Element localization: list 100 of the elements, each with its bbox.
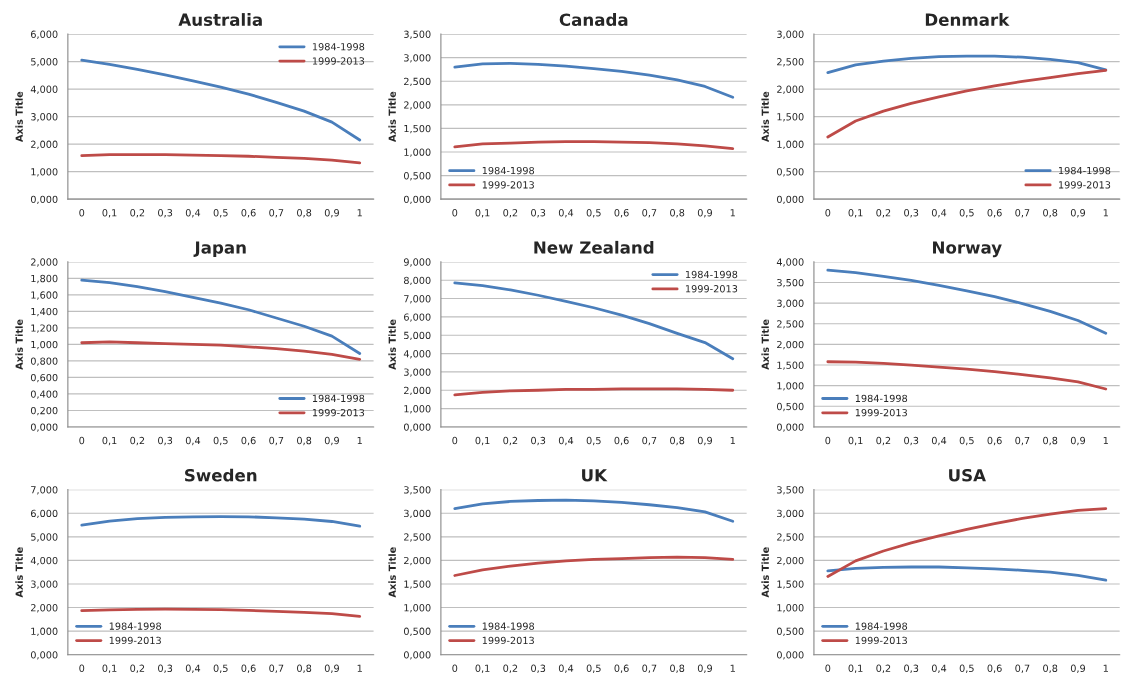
y-tick-label: 2,500 xyxy=(404,77,431,87)
y-axis-title: Axis Title xyxy=(761,547,769,598)
y-tick-label: 1,500 xyxy=(404,580,431,589)
x-tick-label: 1 xyxy=(1103,664,1108,672)
x-tick-label: 0,6 xyxy=(987,436,1002,446)
legend-label: 1999-2013 xyxy=(855,408,907,417)
x-tick-label: 0,5 xyxy=(213,664,228,673)
y-tick-label: 0,200 xyxy=(30,406,58,416)
y-axis-title: Axis Title xyxy=(388,547,396,598)
x-tick-label: 0,7 xyxy=(1015,209,1030,218)
y-tick-label: 3,000 xyxy=(404,368,431,377)
y-tick-label: 0,500 xyxy=(777,627,804,636)
y-tick-label: 3,000 xyxy=(777,509,804,519)
x-tick-label: 0,9 xyxy=(324,209,339,218)
y-tick-label: 3,500 xyxy=(777,278,804,288)
y-tick-label: 1,000 xyxy=(31,627,58,636)
y-tick-label: 3,000 xyxy=(404,509,431,519)
legend-label: 1984-1998 xyxy=(482,622,535,630)
x-tick-label: 0,2 xyxy=(876,436,891,446)
legend-label: 1999-2013 xyxy=(482,636,534,645)
x-tick-label: 0,5 xyxy=(959,664,974,673)
x-tick-label: 0,4 xyxy=(558,209,574,218)
legend-label: 1999-2013 xyxy=(1059,181,1111,189)
y-tick-label: 4,000 xyxy=(776,258,804,267)
y-tick-label: 3,000 xyxy=(404,54,431,63)
y-tick-label: 5,000 xyxy=(31,58,58,67)
x-tick-label: 0,1 xyxy=(102,664,117,673)
y-axis-title: Axis Title xyxy=(15,91,23,142)
line-series xyxy=(826,360,1108,391)
x-tick-label: 1 xyxy=(730,436,735,445)
y-tick-label: 1,000 xyxy=(777,604,804,613)
x-tick-label: 0,7 xyxy=(269,436,284,446)
y-tick-label: 2,500 xyxy=(777,320,804,329)
x-tick-label: 0 xyxy=(79,209,85,217)
x-tick-label: 0,4 xyxy=(931,436,947,446)
y-tick-label: 0,500 xyxy=(777,168,804,177)
y-tick-label: 3,000 xyxy=(31,580,58,589)
line-series xyxy=(453,555,735,577)
x-tick-label: 0,3 xyxy=(904,436,919,446)
x-tick-label: 0,8 xyxy=(297,209,312,218)
x-tick-label: 0,9 xyxy=(1070,436,1086,446)
x-tick-label: 0,4 xyxy=(558,436,574,446)
y-tick-label: 0,000 xyxy=(777,195,804,204)
x-tick-label: 0,5 xyxy=(213,209,228,218)
legend-label: 1999-2013 xyxy=(312,408,365,417)
x-tick-label: 0,6 xyxy=(241,664,256,673)
y-tick-label: 5,000 xyxy=(404,331,431,341)
x-tick-label: 0,9 xyxy=(324,436,339,446)
y-tick-label: 7,000 xyxy=(31,486,58,495)
x-tick-label: 0,2 xyxy=(503,664,518,673)
x-tick-label: 1 xyxy=(357,436,362,445)
x-tick-label: 0,8 xyxy=(670,209,685,218)
x-tick-label: 0,7 xyxy=(1015,664,1030,673)
y-tick-label: 2,000 xyxy=(777,556,804,566)
x-tick-label: 0 xyxy=(452,664,458,672)
y-axis-title: Axis Title xyxy=(388,91,396,142)
y-tick-label: 0,500 xyxy=(777,402,804,412)
y-tick-label: 0,000 xyxy=(403,195,431,204)
y-tick-label: 1,000 xyxy=(404,604,431,613)
chart-title: UK xyxy=(582,469,608,482)
y-axis-title: Axis Title xyxy=(761,91,769,142)
x-tick-label: 0,8 xyxy=(670,436,685,446)
x-tick-label: 0,2 xyxy=(876,664,891,673)
x-tick-label: 0,9 xyxy=(1070,664,1086,673)
y-tick-label: 2,000 xyxy=(404,386,431,396)
x-tick-label: 0,6 xyxy=(987,209,1002,218)
y-tick-label: 4,000 xyxy=(30,556,58,566)
y-tick-label: 0,600 xyxy=(30,373,58,383)
x-tick-label: 0,2 xyxy=(130,436,145,446)
y-tick-label: 1,000 xyxy=(777,140,804,149)
legend-label: 1984-1998 xyxy=(685,270,738,279)
y-tick-label: 2,500 xyxy=(777,58,804,67)
y-tick-label: 1,000 xyxy=(404,405,431,414)
y-tick-label: 1,000 xyxy=(777,382,804,391)
x-tick-label: 0 xyxy=(825,664,831,672)
legend-label: 1984-1998 xyxy=(855,394,908,403)
y-axis-title: Axis Title xyxy=(388,319,396,370)
y-tick-label: 1,500 xyxy=(404,124,431,134)
x-tick-label: 1 xyxy=(1103,436,1108,445)
x-tick-label: 1 xyxy=(357,664,362,672)
y-tick-label: 1,800 xyxy=(31,274,58,284)
y-tick-label: 0,500 xyxy=(403,627,431,636)
legend-label: 1984-1998 xyxy=(482,166,535,175)
y-axis-title: Axis Title xyxy=(15,319,23,370)
chart-title: Norway xyxy=(933,241,1002,258)
legend-label: 1984-1998 xyxy=(109,622,162,630)
y-tick-label: 1,000 xyxy=(404,148,431,157)
y-tick-label: 2,500 xyxy=(404,533,431,542)
x-tick-label: 0,2 xyxy=(130,664,145,673)
x-tick-label: 0,6 xyxy=(614,209,629,218)
x-tick-label: 0 xyxy=(825,436,831,445)
y-tick-label: 2,000 xyxy=(31,258,58,267)
x-tick-label: 0,6 xyxy=(241,436,256,446)
x-tick-label: 0,2 xyxy=(503,436,518,446)
line-series xyxy=(453,61,735,99)
x-tick-label: 0,1 xyxy=(102,436,117,446)
x-tick-label: 0,5 xyxy=(586,664,601,673)
y-tick-label: 0,500 xyxy=(403,172,431,181)
y-tick-label: 4,000 xyxy=(30,85,58,94)
x-tick-label: 1 xyxy=(1103,209,1108,217)
